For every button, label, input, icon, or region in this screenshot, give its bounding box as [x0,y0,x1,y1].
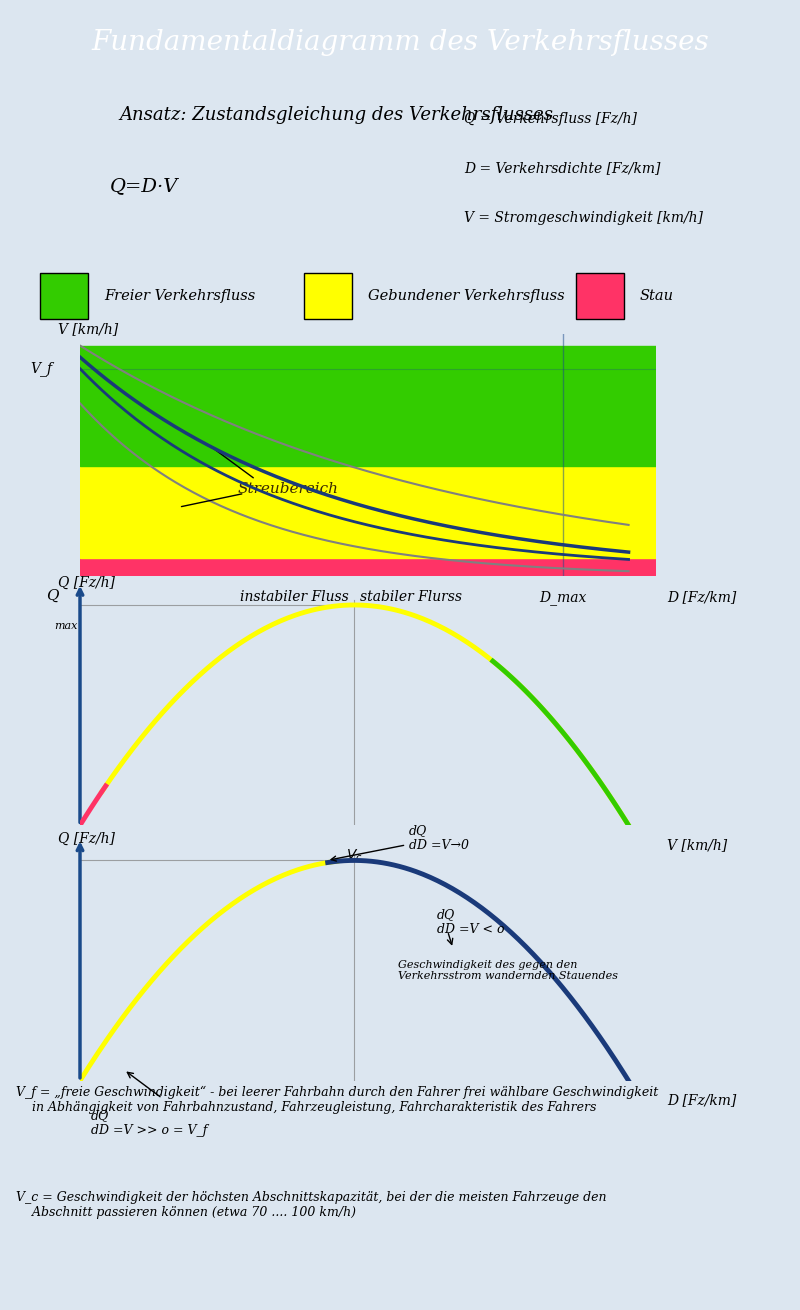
Text: Q [Fz/h]: Q [Fz/h] [58,832,115,845]
Text: Fundamentaldiagramm des Verkehrsflusses: Fundamentaldiagramm des Verkehrsflusses [91,29,709,56]
Text: Geschwindigkeit des gegen den
Verkehrsstrom wandernden Stauendes: Geschwindigkeit des gegen den Verkehrsst… [398,959,618,981]
Text: dQ
dD =V >> o = V_f: dQ dD =V >> o = V_f [91,1110,207,1137]
Text: Stau: Stau [640,290,674,303]
Bar [80,465,656,558]
Text: Freier Verkehrsfluss: Freier Verkehrsfluss [104,290,255,303]
Text: max: max [54,621,78,631]
Text: dQ
dD =V→0: dQ dD =V→0 [331,824,469,861]
Text: dQ
dD =V < o: dQ dD =V < o [437,908,504,937]
Text: Gebundener Verkehrsfluss: Gebundener Verkehrsfluss [368,290,565,303]
Text: Q [Fz/h]: Q [Fz/h] [58,576,115,590]
Bar [80,558,656,576]
FancyBboxPatch shape [304,274,352,318]
Text: V_f: V_f [30,362,53,376]
Text: D = Verkehrsdichte [Fz/km]: D = Verkehrsdichte [Fz/km] [464,161,660,176]
Text: D [Fz/km]: D [Fz/km] [667,591,736,604]
Text: D_max: D_max [539,590,586,605]
FancyBboxPatch shape [40,274,88,318]
Text: V_f = „freie Geschwindigkeit“ - bei leerer Fahrbahn durch den Fahrer frei wählba: V_f = „freie Geschwindigkeit“ - bei leer… [16,1085,658,1113]
FancyBboxPatch shape [576,274,624,318]
Text: Streubereich: Streubereich [238,482,339,495]
Text: Q=D·V: Q=D·V [110,177,178,195]
Text: D [Fz/km]: D [Fz/km] [667,1094,736,1107]
Text: $V_c$: $V_c$ [346,848,362,863]
Text: Ansatz: Zustandsgleichung des Verkehrsflusses: Ansatz: Zustandsgleichung des Verkehrsfl… [119,106,553,124]
Text: stabiler Flurss: stabiler Flurss [360,590,462,604]
Text: Q: Q [46,588,59,603]
Text: instabiler Fluss: instabiler Fluss [240,590,349,604]
Text: Q = Verkehrsfluss [Fz/h]: Q = Verkehrsfluss [Fz/h] [464,111,637,126]
Text: V_c = Geschwindigkeit der höchsten Abschnittskapazität, bei der die meisten Fahr: V_c = Geschwindigkeit der höchsten Absch… [16,1191,606,1218]
Text: V [km/h]: V [km/h] [667,838,727,852]
Text: V = Stromgeschwindigkeit [km/h]: V = Stromgeschwindigkeit [km/h] [464,211,703,225]
Bar [80,346,656,465]
Text: V [km/h]: V [km/h] [58,322,118,337]
